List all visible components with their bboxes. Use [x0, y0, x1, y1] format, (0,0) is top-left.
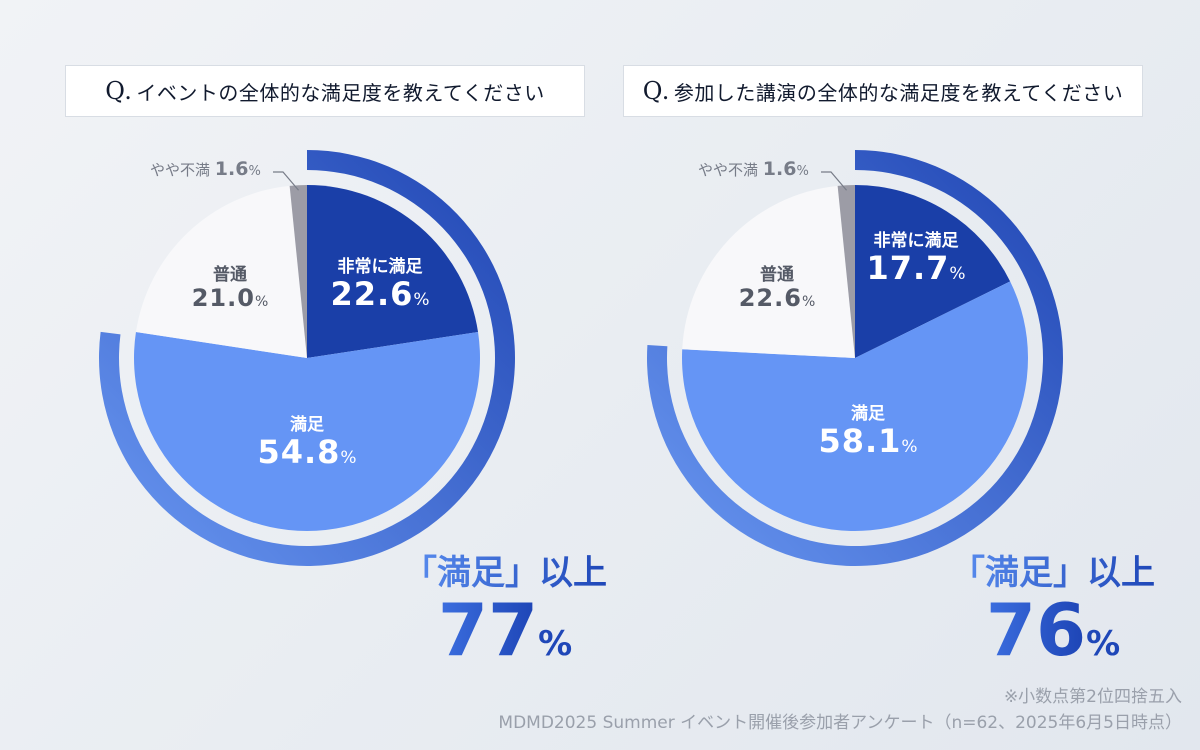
label-value: 54.8: [257, 432, 341, 471]
label-category: 普通: [213, 265, 247, 285]
slice-satisfied: [682, 281, 1028, 531]
slice-label-satisfied: 満足 58.1%: [818, 405, 917, 459]
label-category: 普通: [760, 265, 794, 285]
label-value: 1.6: [762, 158, 797, 180]
summary-unit: %: [1086, 624, 1121, 664]
slice-neutral: [682, 185, 855, 358]
pie-chart-2: [647, 150, 1064, 566]
label-category: やや不満: [698, 161, 759, 179]
slice-label-very-satisfied: 非常に満足 17.7%: [866, 232, 965, 286]
slice-label-dissatisfied: やや不満 1.6%: [698, 158, 809, 180]
slice-satisfied: [134, 332, 480, 531]
label-unit: %: [254, 293, 269, 310]
summary-1: 「満足」以上 77%: [403, 545, 607, 666]
summary-unit: %: [538, 624, 573, 664]
label-value: 21.0: [191, 283, 255, 312]
summary-label: 「満足」以上: [951, 545, 1155, 594]
label-unit: %: [413, 289, 430, 310]
label-unit: %: [801, 293, 816, 310]
summary-value: 76: [985, 588, 1087, 672]
question-prefix: Q.: [105, 77, 133, 105]
question-title-2: Q. 参加した講演の全体的な満足度を教えてください: [623, 65, 1143, 117]
slice-label-very-satisfied: 非常に満足 22.6%: [330, 258, 429, 312]
question-prefix: Q.: [642, 77, 670, 105]
label-category: 非常に満足: [337, 257, 423, 277]
slice-very-satisfied: [307, 185, 479, 358]
label-unit: %: [340, 447, 357, 468]
leader-line: [821, 171, 848, 191]
label-category: 満足: [850, 404, 885, 424]
footnote-source: MDMD2025 Summer イベント開催後参加者アンケート（n=62、202…: [498, 713, 1182, 733]
label-unit: %: [796, 164, 809, 179]
question-text: 参加した講演の全体的な満足度を教えてください: [673, 80, 1124, 105]
label-value: 17.7: [866, 248, 950, 287]
slice-label-neutral: 普通 22.6%: [739, 266, 816, 311]
slice-label-neutral: 普通 21.0%: [192, 266, 269, 311]
label-unit: %: [901, 436, 918, 457]
question-text: イベントの全体的な満足度を教えてください: [136, 80, 545, 105]
label-value: 22.6: [330, 274, 414, 313]
label-value: 1.6: [214, 158, 249, 180]
slice-label-dissatisfied: やや不満 1.6%: [150, 158, 261, 180]
slice-very-satisfied: [855, 185, 1011, 358]
slice-neutral: [135, 185, 307, 358]
label-unit: %: [949, 263, 966, 284]
label-value: 22.6: [738, 283, 802, 312]
pie-chart-1: [98, 150, 515, 567]
slice-label-satisfied: 満足 54.8%: [257, 416, 356, 470]
label-category: 満足: [289, 415, 324, 435]
leader-line: [273, 171, 300, 191]
summary-label: 「満足」以上: [403, 545, 607, 594]
slice-dissatisfied: [837, 185, 855, 358]
summary-2: 「満足」以上 76%: [951, 545, 1155, 666]
slice-dissatisfied: [289, 185, 307, 358]
label-value: 58.1: [818, 421, 902, 460]
label-unit: %: [248, 164, 261, 179]
label-category: やや不満: [150, 161, 211, 179]
summary-value: 77: [437, 588, 539, 672]
question-title-1: Q. イベントの全体的な満足度を教えてください: [65, 65, 585, 117]
footnote-rounding: ※小数点第2位四捨五入: [1003, 687, 1182, 707]
label-category: 非常に満足: [873, 231, 959, 251]
